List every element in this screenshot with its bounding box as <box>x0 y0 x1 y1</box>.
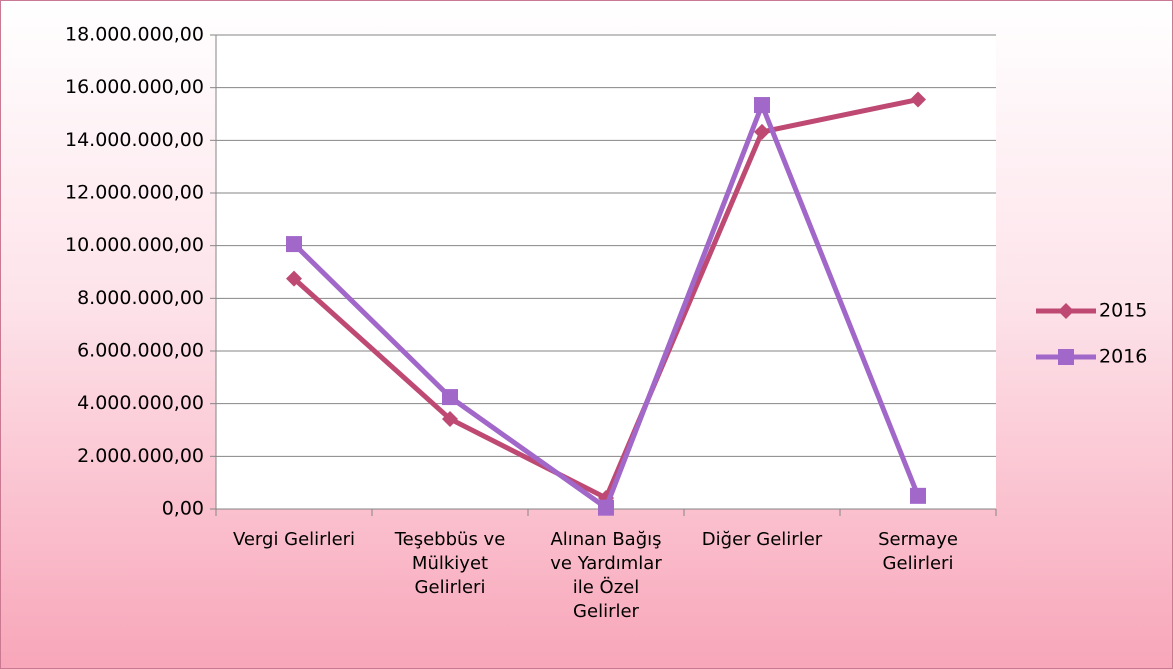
legend-label: 2016 <box>1099 346 1147 368</box>
y-tick-label: 6.000.000,00 <box>77 340 204 362</box>
y-tick-label: 2.000.000,00 <box>77 445 204 467</box>
y-tick-label: 14.000.000,00 <box>65 129 204 151</box>
y-tick-label: 4.000.000,00 <box>77 392 204 414</box>
point-marker <box>910 91 926 108</box>
x-tick-label: Sermaye Gelirleri <box>878 529 958 574</box>
x-tick-label: Diğer Gelirler <box>701 529 823 550</box>
y-tick-label: 10.000.000,00 <box>65 234 204 256</box>
x-tick-label: Alınan Bağış ve Yardımlar ile Özel Gelir… <box>550 529 662 622</box>
y-tick-label: 16.000.000,00 <box>65 76 204 98</box>
point-marker <box>598 499 614 516</box>
y-tick-label: 0,00 <box>162 498 204 520</box>
y-tick-label: 12.000.000,00 <box>65 182 204 204</box>
y-tick-label: 18.000.000,00 <box>65 24 204 46</box>
point-marker <box>286 270 302 287</box>
point-marker <box>754 97 770 114</box>
point-marker <box>910 487 926 504</box>
x-tick-label: Teşebbüs ve Mülkiyet Gelirleri <box>394 529 506 598</box>
plot-area <box>216 35 996 509</box>
x-tick-label: Vergi Gelirleri <box>232 529 356 550</box>
legend-marker <box>1058 349 1074 365</box>
point-marker <box>442 389 458 406</box>
point-marker <box>286 236 302 253</box>
legend-label: 2015 <box>1099 300 1147 322</box>
y-tick-label: 8.000.000,00 <box>77 287 204 309</box>
point-marker <box>442 410 458 427</box>
legend-marker <box>1058 303 1074 319</box>
point-marker <box>754 123 770 140</box>
